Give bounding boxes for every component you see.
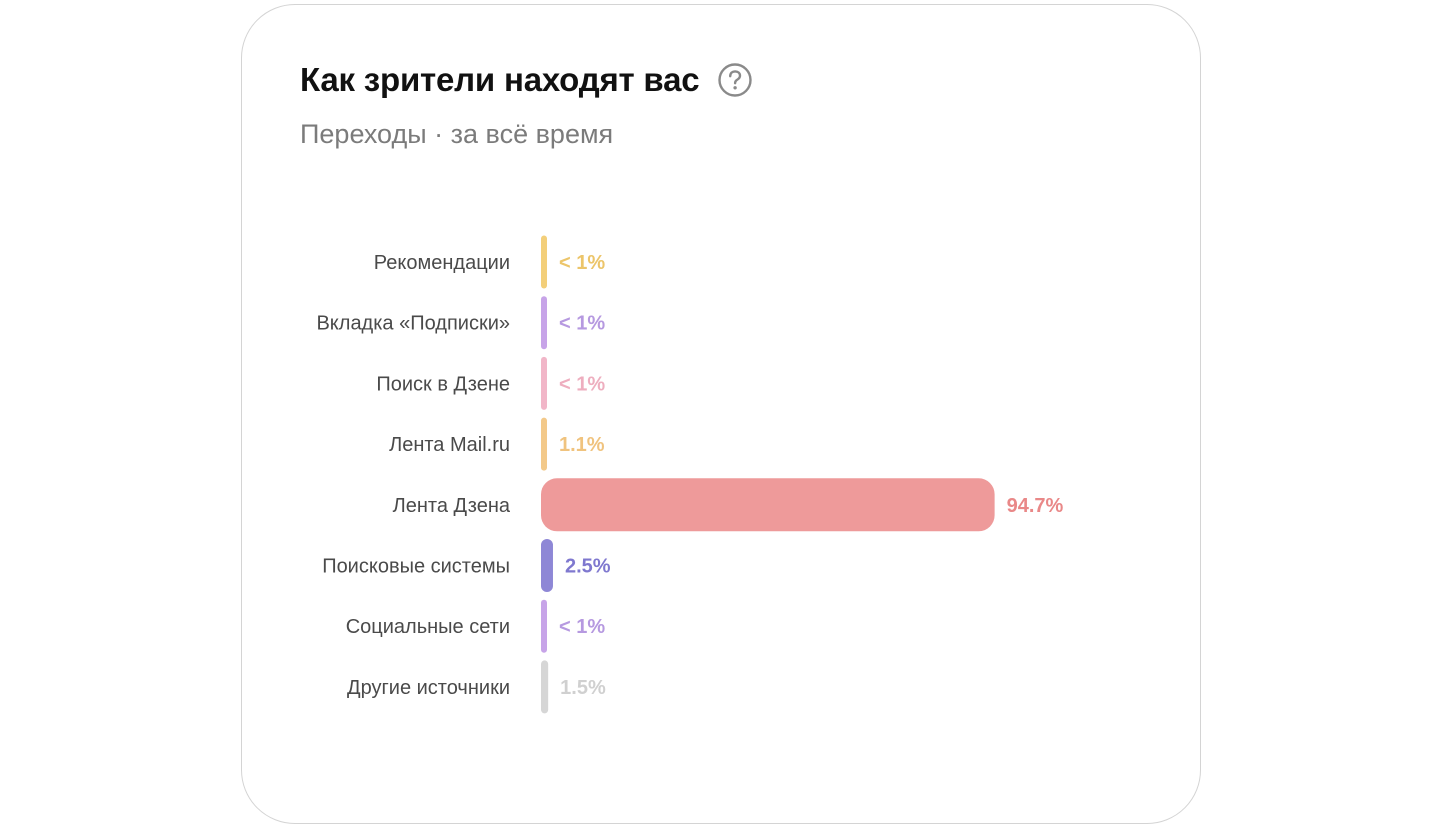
bar[interactable] bbox=[541, 417, 547, 471]
value-label: < 1% bbox=[559, 252, 605, 274]
category-label: Вкладка «Подписки» bbox=[316, 313, 510, 335]
bar[interactable] bbox=[541, 356, 547, 410]
category-label: Другие источники bbox=[347, 677, 510, 699]
value-label: 1.5% bbox=[560, 677, 606, 699]
bar-row: Лента Дзена 94.7% bbox=[393, 478, 1064, 532]
bar[interactable] bbox=[541, 539, 553, 592]
card-subtitle: Переходы · за всё время bbox=[300, 119, 614, 149]
bar-row: Лента Mail.ru 1.1% bbox=[389, 417, 605, 471]
question-circle-icon[interactable] bbox=[717, 62, 753, 98]
bar[interactable] bbox=[541, 235, 547, 289]
bar-row: Вкладка «Подписки» < 1% bbox=[316, 296, 605, 350]
bar[interactable] bbox=[541, 296, 547, 350]
bar-row: Поиск в Дзене < 1% bbox=[376, 356, 605, 410]
value-label: 94.7% bbox=[1007, 495, 1064, 517]
traffic-bar-chart: Рекомендации < 1%Вкладка «Подписки» < 1%По… bbox=[316, 235, 1064, 714]
value-label: < 1% bbox=[559, 313, 605, 335]
bar-row: Социальные сети < 1% bbox=[346, 599, 605, 653]
category-label: Рекомендации bbox=[374, 252, 510, 274]
value-label: < 1% bbox=[559, 373, 605, 395]
category-label: Лента Mail.ru bbox=[389, 434, 510, 456]
card-header: Как зрители находят вас bbox=[300, 61, 753, 99]
value-label: 1.1% bbox=[559, 434, 605, 456]
value-label: < 1% bbox=[559, 616, 605, 638]
bar[interactable] bbox=[541, 599, 547, 653]
category-label: Поиск в Дзене bbox=[376, 373, 510, 395]
category-label: Поисковые системы bbox=[322, 556, 510, 578]
category-label: Социальные сети bbox=[346, 616, 510, 638]
card-title: Как зрители находят вас bbox=[300, 61, 700, 98]
value-label: 2.5% bbox=[565, 556, 611, 578]
category-label: Лента Дзена bbox=[393, 495, 511, 517]
bar-row: Рекомендации < 1% bbox=[374, 235, 605, 289]
bar-row: Другие источники 1.5% bbox=[347, 660, 606, 714]
bar[interactable] bbox=[541, 660, 549, 714]
traffic-sources-card: Как зрители находят вас Переходы · за вс… bbox=[241, 4, 1201, 824]
bar[interactable] bbox=[541, 478, 995, 532]
bar-row: Поисковые системы 2.5% bbox=[322, 539, 611, 592]
